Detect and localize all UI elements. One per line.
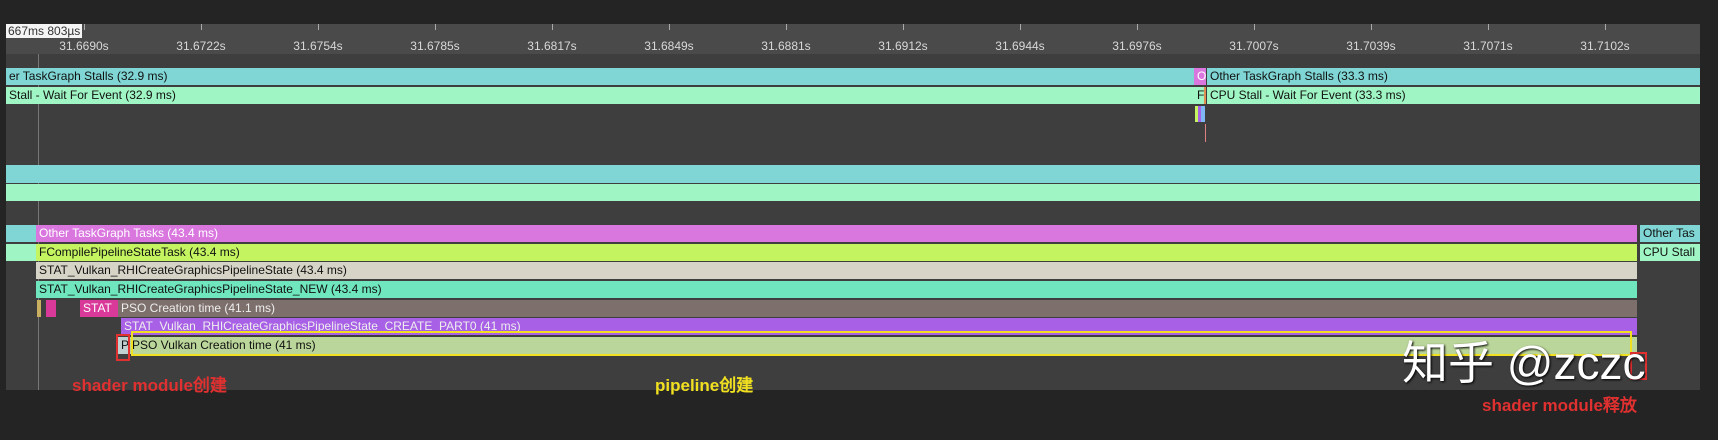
ruler-tick-label: 31.6817s (527, 39, 577, 53)
track-band-green[interactable] (6, 184, 1700, 201)
pso-creation-bar[interactable]: PSO Creation time (41.1 ms) (118, 300, 1637, 317)
small-event-line (1205, 124, 1206, 142)
tiny-magenta-bar[interactable] (46, 300, 56, 317)
p-short-bar[interactable]: P (118, 337, 129, 354)
ruler-tick-label: 31.7102s (1580, 39, 1630, 53)
ruler-tick (201, 24, 202, 30)
ruler-tick-label: 31.7039s (1346, 39, 1396, 53)
shader-create-highlight-box (116, 334, 130, 361)
left-green-bar[interactable] (6, 244, 36, 261)
right-tasks-bar[interactable]: Other Tas (1640, 225, 1700, 242)
ruler-tick-label: 31.6881s (761, 39, 811, 53)
compile-bar[interactable]: FCompilePipelineStateTask (43.4 ms) (36, 244, 1637, 261)
shader-release-highlight-box (1630, 352, 1647, 380)
stalls-right-bar[interactable]: Other TaskGraph Stalls (33.3 ms) (1207, 68, 1700, 85)
ruler-tick-label: 31.6944s (995, 39, 1045, 53)
ruler-tick (435, 24, 436, 30)
create-part0-bar[interactable]: STAT_Vulkan_RHICreateGraphicsPipelineSta… (121, 318, 1637, 335)
tiny-yellow-bar[interactable] (37, 300, 41, 317)
ruler-tick (786, 24, 787, 30)
pipeline-create-annotation: pipeline创建 (655, 376, 754, 395)
ruler-tick (669, 24, 670, 30)
wait-right-bar[interactable]: CPU Stall - Wait For Event (33.3 ms) (1207, 87, 1700, 104)
watermark: 知乎 @zczc (1402, 337, 1646, 389)
wait-left-bar[interactable]: Stall - Wait For Event (32.9 ms) (6, 87, 1194, 104)
create-bar[interactable]: STAT_Vulkan_RHICreateGraphicsPipelineSta… (36, 262, 1637, 279)
track-band-cyan[interactable] (6, 165, 1700, 183)
ruler-tick-label: 31.7007s (1229, 39, 1279, 53)
time-marker: 667ms 803µs (6, 24, 83, 38)
ruler-tick-label: 31.6912s (878, 39, 928, 53)
create-new-bar[interactable]: STAT_Vulkan_RHICreateGraphicsPipelineSta… (36, 281, 1637, 298)
ruler-tick-label: 31.7071s (1463, 39, 1513, 53)
small-event-bars[interactable] (1195, 106, 1205, 122)
ruler-tick (1371, 24, 1372, 30)
right-stall-bar[interactable]: CPU Stall (1640, 244, 1700, 261)
ruler-tick (1254, 24, 1255, 30)
pipeline-highlight-box (131, 331, 1632, 356)
ruler-tick (552, 24, 553, 30)
ruler-tick (1605, 24, 1606, 30)
shader-release-annotation: shader module释放 (1482, 396, 1637, 415)
ruler-tick (1137, 24, 1138, 30)
ruler-tick-label: 31.6976s (1112, 39, 1162, 53)
ruler-tick (1020, 24, 1021, 30)
time-ruler[interactable] (6, 24, 1700, 54)
ruler-tick (318, 24, 319, 30)
stat-short-bar[interactable]: STAT (80, 300, 118, 317)
stalls-left-bar[interactable]: er TaskGraph Stalls (32.9 ms) (6, 68, 1194, 85)
tasks-bar[interactable]: Other TaskGraph Tasks (43.4 ms) (36, 225, 1637, 242)
shader-create-annotation: shader module创建 (72, 376, 227, 395)
ruler-tick-label: 31.6785s (410, 39, 460, 53)
ruler-tick (903, 24, 904, 30)
o-marker-bar[interactable]: O (1194, 68, 1206, 85)
f-marker-bar[interactable]: F (1194, 87, 1206, 104)
cursor-line (38, 54, 39, 390)
ruler-tick (84, 24, 85, 30)
ruler-tick (1488, 24, 1489, 30)
pso-vulkan-bar[interactable]: PSO Vulkan Creation time (41 ms) (129, 337, 1637, 354)
ruler-tick-label: 31.6690s (59, 39, 109, 53)
left-cyan-bar[interactable] (6, 225, 36, 242)
ruler-tick-label: 31.6722s (176, 39, 226, 53)
ruler-tick-label: 31.6754s (293, 39, 343, 53)
ruler-tick-label: 31.6849s (644, 39, 694, 53)
